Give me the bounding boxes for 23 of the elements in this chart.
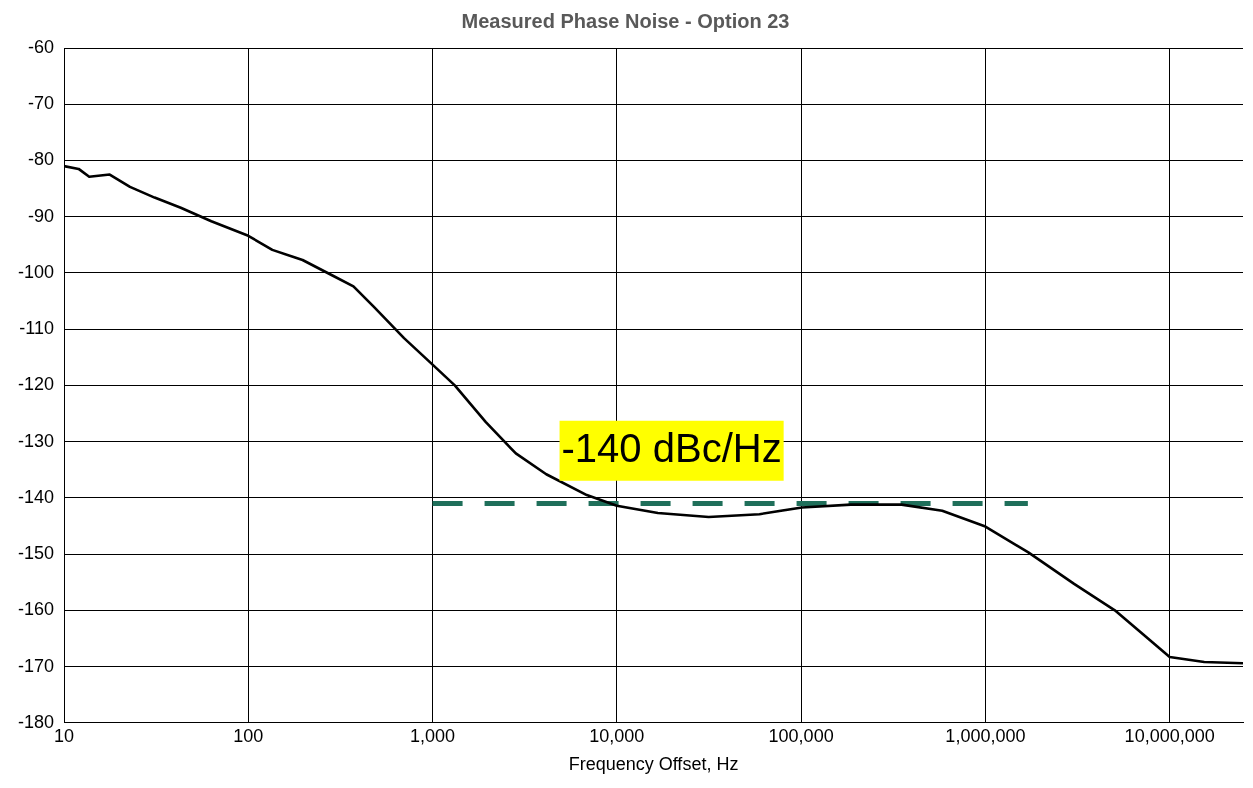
- x-tick-label: 10,000: [589, 725, 645, 746]
- annotation: -140 dBc/Hz: [561, 425, 782, 470]
- y-tick-label: -120: [18, 374, 55, 395]
- y-tick-label: -140: [18, 486, 55, 507]
- y-tick-label: -170: [18, 655, 55, 676]
- y-tick-label: -160: [18, 599, 55, 620]
- y-tick-label: -180: [18, 711, 55, 732]
- x-tick-label: 100: [233, 725, 264, 746]
- x-tick-label: 1,000,000: [945, 725, 1026, 746]
- y-tick-label: -80: [28, 149, 55, 170]
- x-tick-label: 100,000: [768, 725, 834, 746]
- y-tick-label: -60: [28, 36, 55, 57]
- y-tick-label: -100: [18, 261, 55, 282]
- x-tick-label: 1,000: [410, 725, 456, 746]
- y-tick-label: -90: [28, 205, 55, 226]
- y-tick-label: -110: [19, 318, 55, 339]
- chart-title: Measured Phase Noise - Option 23: [461, 9, 790, 32]
- x-tick-label: 10,000,000: [1124, 725, 1215, 746]
- y-tick-label: -130: [18, 430, 55, 451]
- x-axis-title: Frequency Offset, Hz: [568, 754, 739, 775]
- x-tick-label: 10: [54, 725, 75, 746]
- y-tick-label: -70: [28, 93, 55, 114]
- y-tick-label: -150: [18, 543, 55, 564]
